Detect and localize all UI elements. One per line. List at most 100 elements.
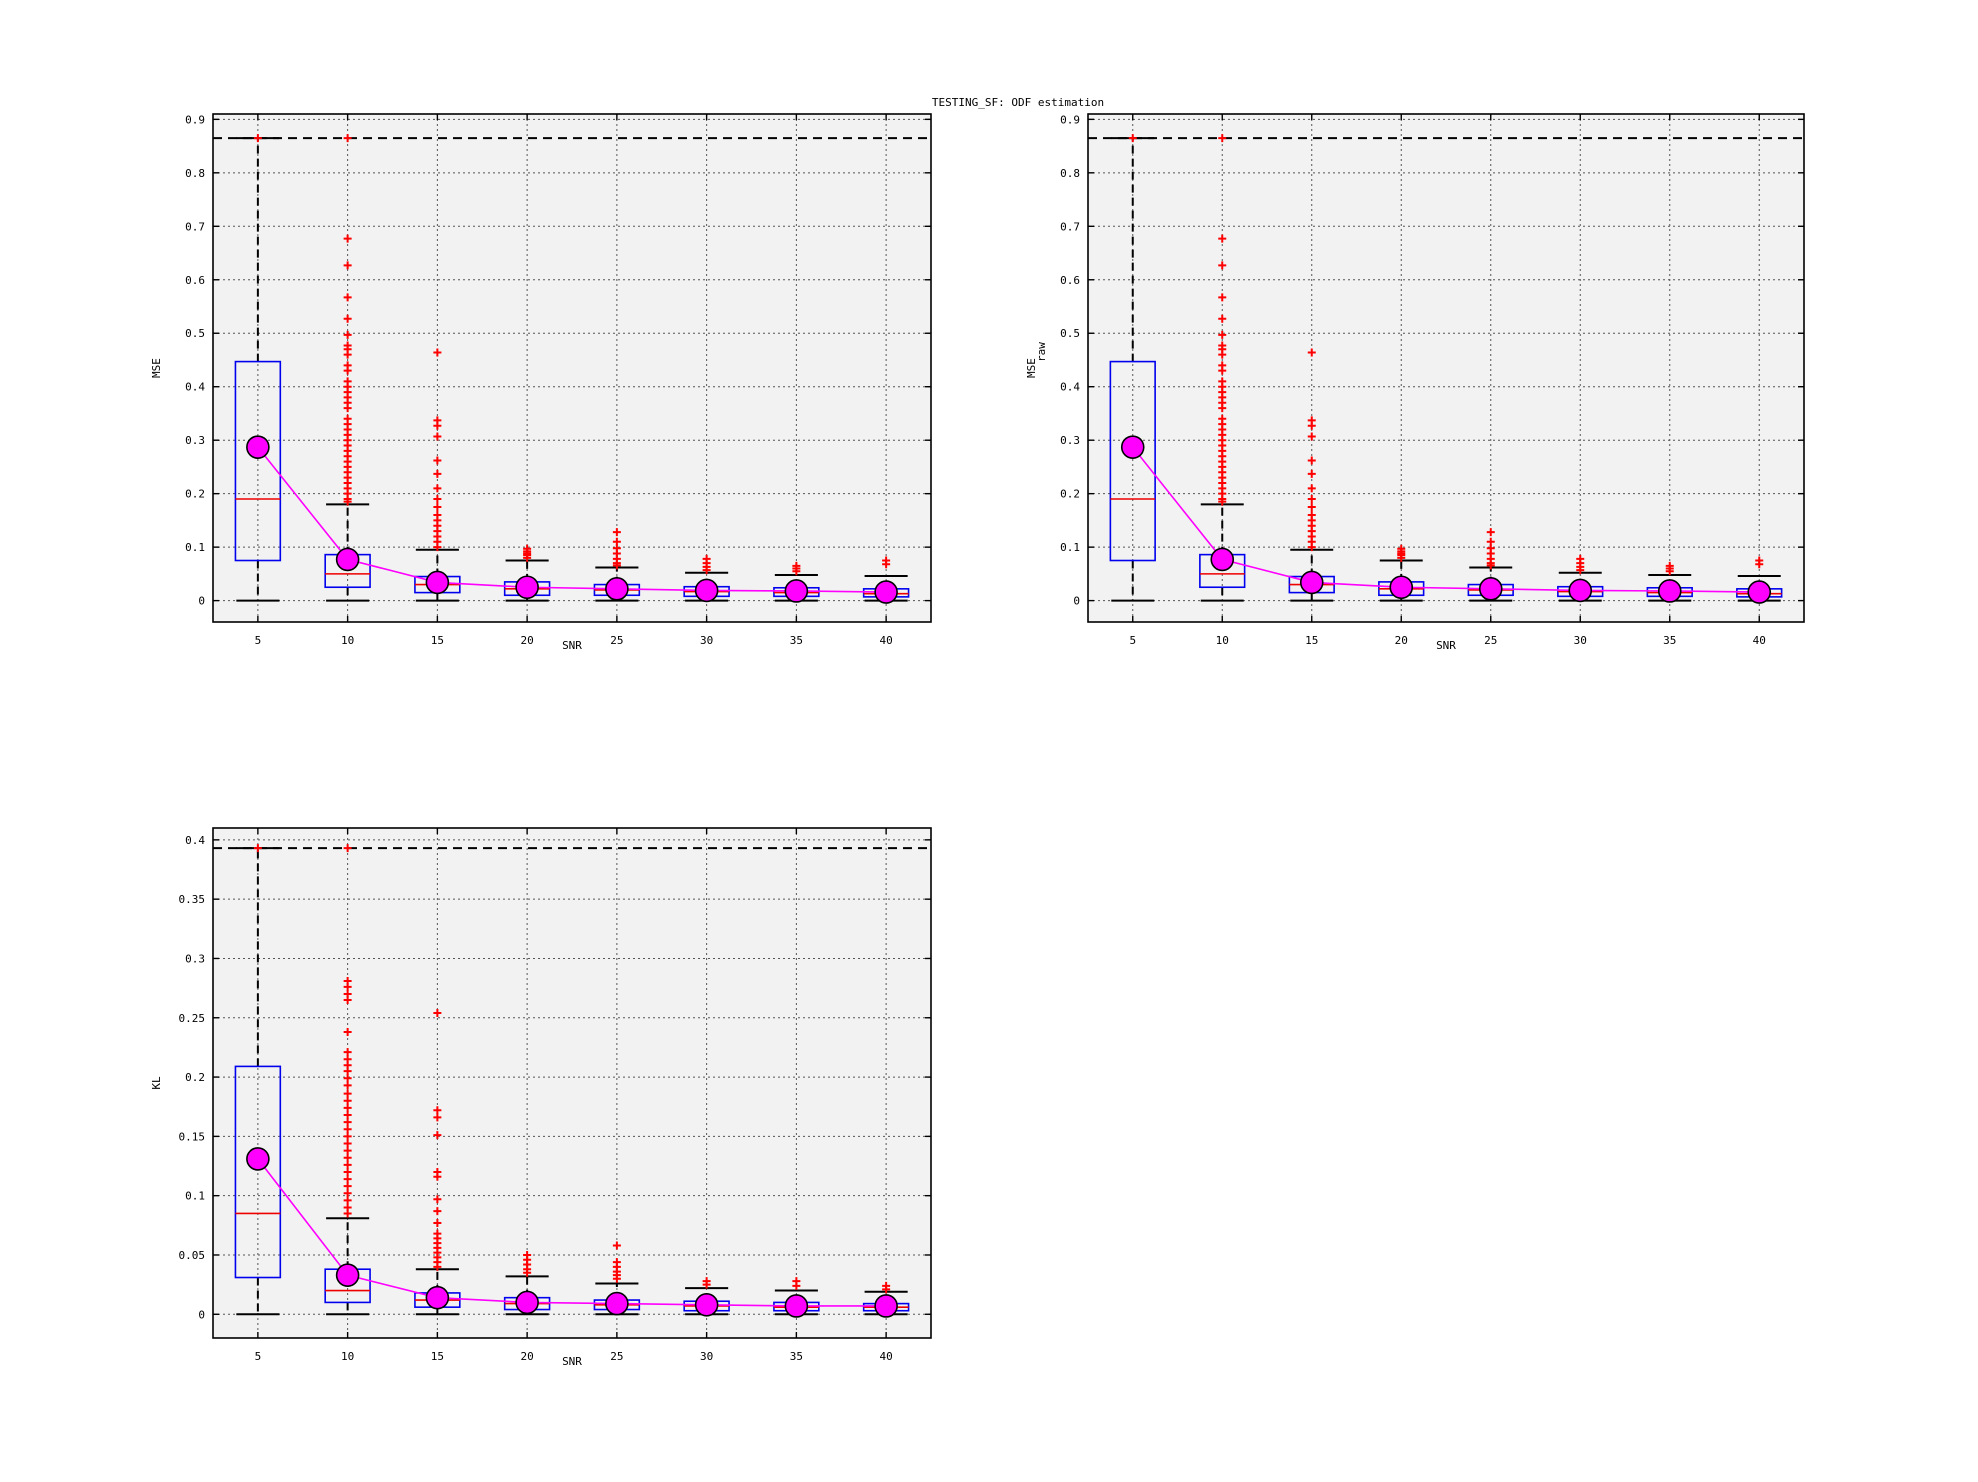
figure-title: TESTING_SF: ODF estimation xyxy=(932,96,1104,109)
plot-area xyxy=(213,114,931,622)
outlier-marker xyxy=(343,1189,352,1198)
axes-frame xyxy=(1087,113,1805,623)
x-tick-label: 25 xyxy=(610,634,623,647)
outlier-marker xyxy=(343,261,352,270)
y-tick-label: 0.3 xyxy=(1060,434,1080,447)
x-tick-label: 25 xyxy=(610,1350,623,1363)
outlier-marker xyxy=(433,1009,442,1018)
outlier-marker xyxy=(343,1103,352,1112)
outlier-marker xyxy=(343,1074,352,1083)
x-tick-label: 30 xyxy=(700,634,713,647)
x-tick-label: 10 xyxy=(341,1350,354,1363)
outlier-marker xyxy=(1218,497,1227,506)
plot-area xyxy=(1088,114,1804,622)
outlier-marker xyxy=(433,421,442,430)
x-tick-label: 40 xyxy=(880,1350,893,1363)
y-tick-label: 0.3 xyxy=(185,434,205,447)
mean-line xyxy=(257,1158,887,1307)
outlier-marker xyxy=(433,1195,442,1204)
outlier-marker xyxy=(343,1153,352,1162)
outlier-marker xyxy=(1307,495,1316,504)
outlier-marker xyxy=(343,1167,352,1176)
y-tick-label: 0.3 xyxy=(185,952,205,965)
mean-point xyxy=(335,1263,360,1287)
subplot-mse-raw: 0 0.1 0.2 0.3 0.4 0.5 0.6 0.7 0.8 0.9 5 10 15 20 25 30 3… xyxy=(1025,113,1805,652)
outlier-marker xyxy=(792,567,801,576)
outlier-marker xyxy=(433,469,442,478)
outlier-marker xyxy=(882,560,891,569)
y-axis-label: MSE xyxy=(150,358,163,378)
x-tick-label: 15 xyxy=(431,1350,444,1363)
x-tick-label: 20 xyxy=(521,1350,534,1363)
y-tick-label: 0.1 xyxy=(185,1190,205,1203)
outlier-marker xyxy=(1128,134,1137,143)
mean-point xyxy=(784,1294,809,1318)
mean-point xyxy=(874,580,898,604)
y-tick-label: 0 xyxy=(198,595,205,608)
x-tick-label: 30 xyxy=(700,1350,713,1363)
y-tick-label: 0.8 xyxy=(185,167,205,180)
mean-point xyxy=(1657,579,1682,603)
outlier-marker xyxy=(1486,528,1495,537)
outlier-marker xyxy=(1218,350,1227,359)
outlier-marker xyxy=(1218,293,1227,302)
outlier-marker xyxy=(433,1172,442,1181)
outlier-marker xyxy=(882,1285,891,1294)
y-tick-label: 0.7 xyxy=(1060,220,1080,233)
outlier-marker xyxy=(1486,561,1495,570)
outlier-marker xyxy=(433,1218,442,1227)
outlier-marker xyxy=(343,1118,352,1127)
y-tick-label: 0.9 xyxy=(1060,113,1080,126)
x-axis-label: SNR xyxy=(1436,639,1456,652)
y-tick-label: 0.8 xyxy=(1060,167,1080,180)
mean-point xyxy=(784,579,809,603)
outlier-marker xyxy=(343,1146,352,1155)
x-tick-label: 10 xyxy=(341,634,354,647)
outlier-marker xyxy=(343,1160,352,1169)
y-tick-label: 0.4 xyxy=(1060,381,1080,394)
x-tick-label: 5 xyxy=(255,1350,262,1363)
x-tick-label: 5 xyxy=(1129,634,1136,647)
outlier-marker xyxy=(343,366,352,375)
mean-point xyxy=(515,575,539,600)
mean-point xyxy=(1120,435,1145,459)
outlier-marker xyxy=(433,1207,442,1216)
outlier-marker xyxy=(343,314,352,323)
outlier-marker xyxy=(1307,484,1316,493)
outlier-marker xyxy=(702,566,711,575)
outlier-marker xyxy=(343,293,352,302)
outlier-marker xyxy=(343,1132,352,1141)
x-tick-label: 35 xyxy=(790,1350,803,1363)
mean-line xyxy=(1132,446,1760,593)
outlier-marker xyxy=(1755,560,1764,569)
mean-point xyxy=(694,578,719,603)
y-tick-label: 0.1 xyxy=(1060,541,1080,554)
outlier-marker xyxy=(1307,421,1316,430)
outlier-marker xyxy=(343,134,352,143)
y-tick-label: 0.4 xyxy=(185,381,205,394)
box xyxy=(1109,360,1156,562)
outlier-marker xyxy=(433,495,442,504)
outlier-marker xyxy=(343,1067,352,1076)
outlier-marker xyxy=(612,561,621,570)
outlier-marker xyxy=(343,330,352,339)
outlier-marker xyxy=(523,553,532,562)
mean-point xyxy=(1568,578,1593,603)
box xyxy=(234,1065,282,1279)
outlier-marker xyxy=(433,543,442,552)
outlier-marker xyxy=(343,1048,352,1057)
outlier-marker xyxy=(1218,261,1227,270)
outlier-marker xyxy=(1307,348,1316,357)
x-tick-label: 10 xyxy=(1216,634,1229,647)
outlier-marker xyxy=(1576,566,1585,575)
outlier-marker xyxy=(1665,567,1674,576)
outlier-marker xyxy=(343,1175,352,1184)
x-tick-label: 20 xyxy=(1395,634,1408,647)
outlier-marker xyxy=(253,844,262,853)
x-tick-label: 15 xyxy=(1305,634,1318,647)
outlier-marker xyxy=(1307,469,1316,478)
mean-point xyxy=(1299,570,1324,595)
y-tick-label: 0.5 xyxy=(185,327,205,340)
outlier-marker xyxy=(343,1139,352,1148)
